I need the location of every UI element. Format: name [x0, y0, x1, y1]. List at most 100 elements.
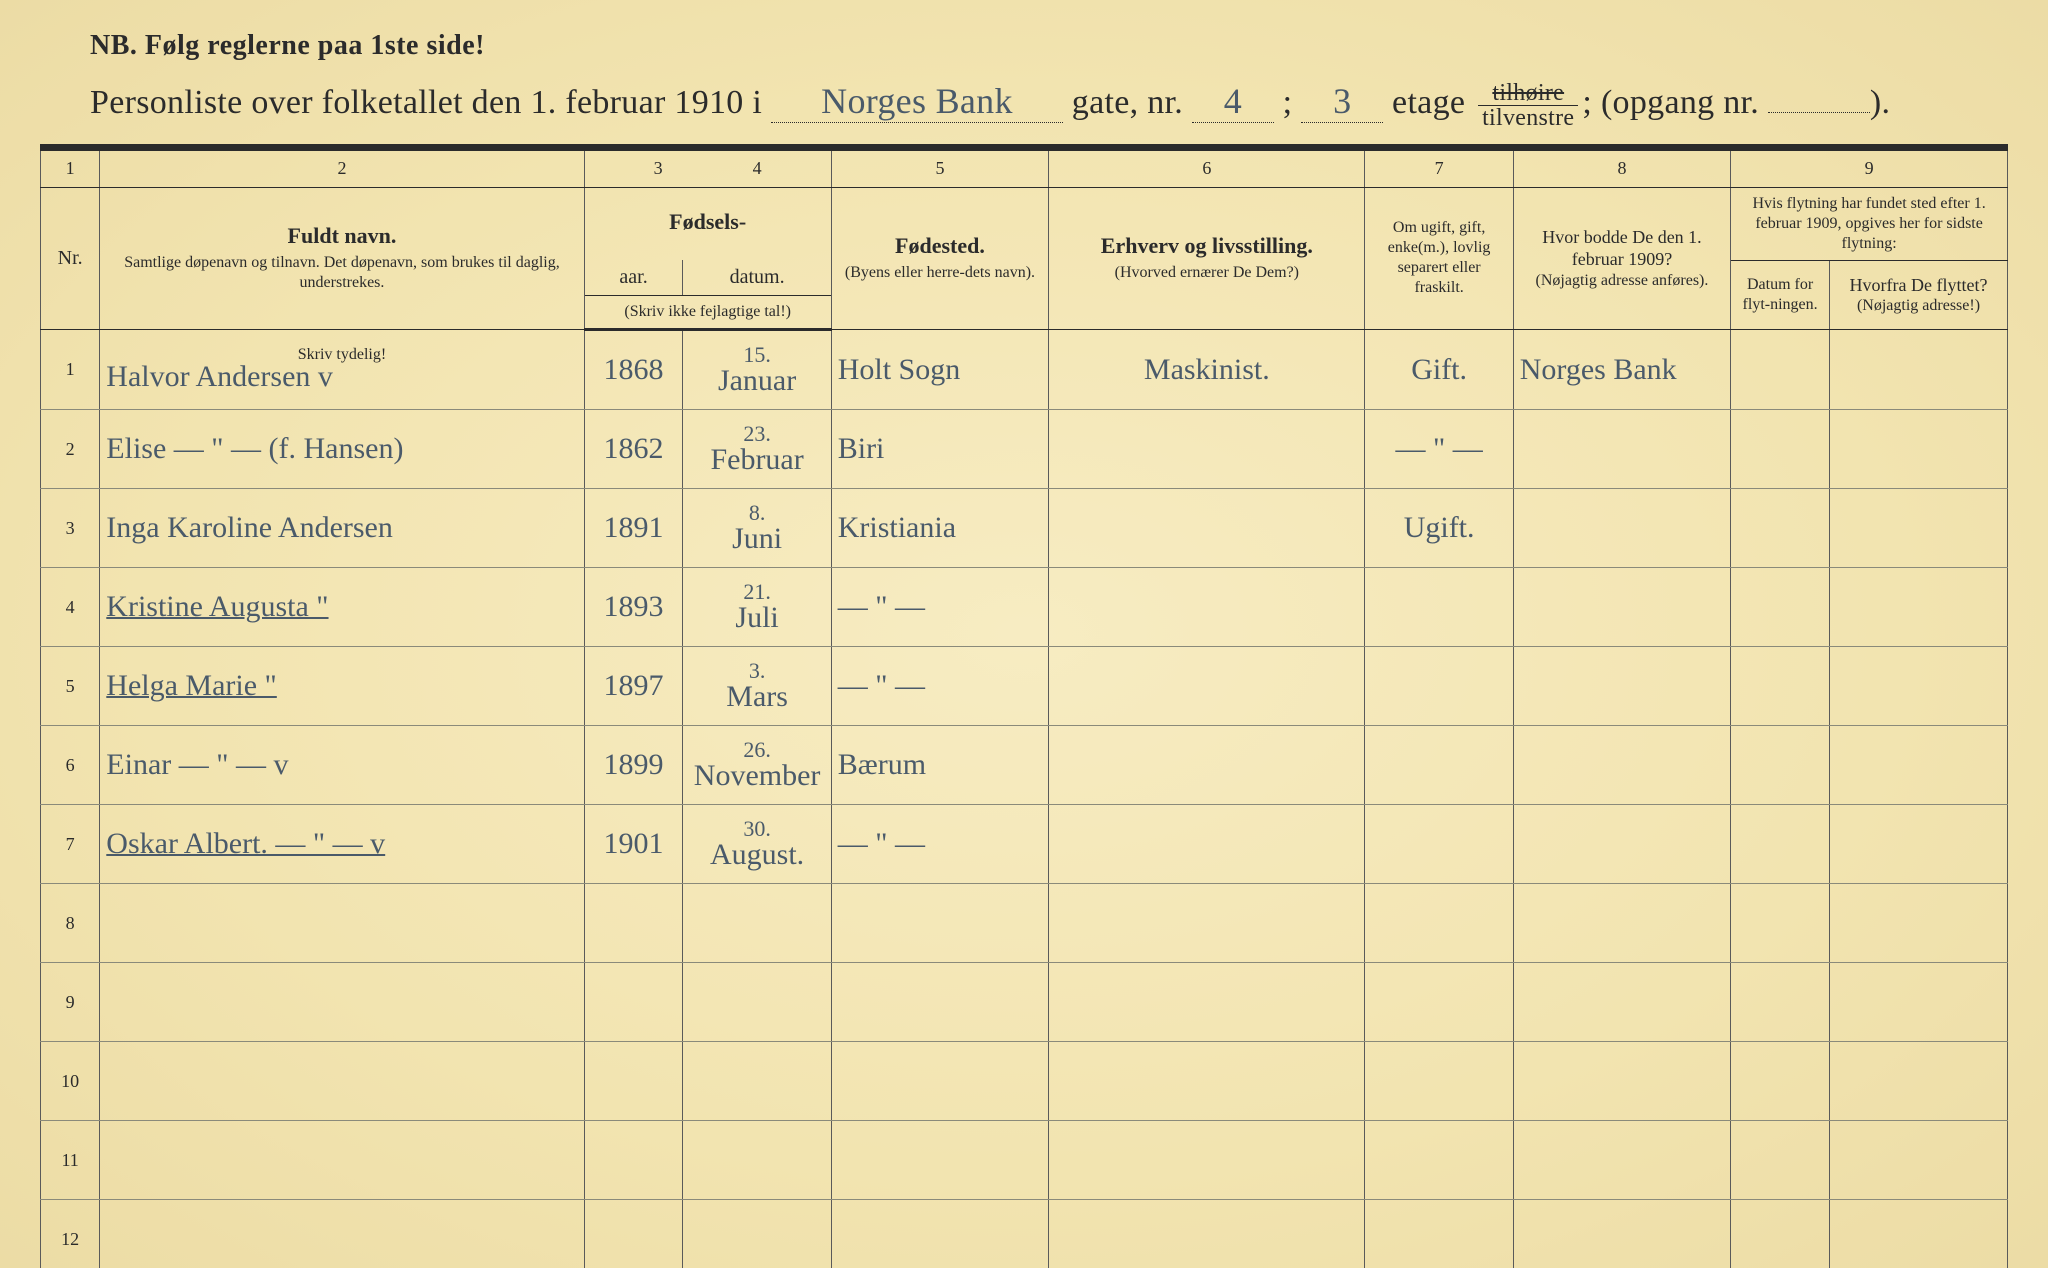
cell-birth-year [584, 963, 683, 1042]
cell-prev-addr [1513, 489, 1730, 568]
street-name-field: Norges Bank [771, 80, 1063, 123]
tilhoire-label: tilhøire [1478, 81, 1578, 106]
birth-day: 30. [689, 818, 824, 840]
name-text: Elise — " — (f. Hansen) [106, 432, 403, 465]
cell-occupation [1049, 410, 1365, 489]
birth-day: 15. [689, 344, 824, 366]
cell-birth-year [584, 884, 683, 963]
cell-move-from [1830, 805, 2008, 884]
table-row: 4Kristine Augusta "189321.Juli— " — [41, 568, 2008, 647]
birth-month: November [689, 761, 824, 791]
cell-birthplace: — " — [831, 805, 1048, 884]
colnum-1: 1 [41, 149, 100, 187]
cell-birth-date: 21.Juli [683, 568, 831, 647]
cell-prev-addr [1513, 1200, 1730, 1268]
cell-move-date [1731, 410, 1830, 489]
cell-prev-addr [1513, 963, 1730, 1042]
table-row: 10 [41, 1042, 2008, 1121]
colnum-3-4: 3 4 [584, 149, 831, 187]
cell-birthplace [831, 1121, 1048, 1200]
table-row: 3Inga Karoline Andersen18918.JuniKristia… [41, 489, 2008, 568]
table-body: 1Skriv tydelig!Halvor Andersen v186815.J… [41, 330, 2008, 1268]
cell-move-date [1731, 1200, 1830, 1268]
cell-move-from [1830, 1121, 2008, 1200]
cell-move-date [1731, 568, 1830, 647]
table-row: 1Skriv tydelig!Halvor Andersen v186815.J… [41, 330, 2008, 410]
cell-nr: 10 [41, 1042, 100, 1121]
hdr-move-group-text: Hvis flytning har fundet sted efter 1. f… [1739, 194, 1999, 254]
hdr-marital-text: Om ugift, gift, enke(m.), lovlig separer… [1373, 218, 1504, 298]
cell-birthplace: Kristiania [831, 489, 1048, 568]
name-text: Helga Marie " [106, 669, 277, 702]
nb-instruction: NB. Følg reglerne paa 1ste side! [90, 30, 2008, 62]
cell-birth-year: 1899 [584, 726, 683, 805]
table-row: 12 [41, 1200, 2008, 1268]
hdr-move-date-text: Datum for flyt-ningen. [1739, 275, 1821, 315]
side-fraction: tilhøire tilvenstre [1478, 81, 1578, 130]
cell-nr: 3 [41, 489, 100, 568]
cell-name [100, 1121, 584, 1200]
cell-name: Oskar Albert. — " — v [100, 805, 584, 884]
cell-birth-date: 3.Mars [683, 647, 831, 726]
name-text: Kristine Augusta " [106, 590, 328, 623]
hdr-prev-addr-main: Hvor bodde De den 1. februar 1909? [1522, 226, 1722, 271]
cell-marital: Gift. [1365, 330, 1513, 410]
cell-marital [1365, 726, 1513, 805]
colnum-7: 7 [1365, 149, 1513, 187]
cell-birth-year [584, 1121, 683, 1200]
cell-move-from [1830, 1042, 2008, 1121]
cell-move-from [1830, 330, 2008, 410]
opgang-label: (opgang nr. [1601, 84, 1759, 121]
table-row: 6Einar — " — v189926.NovemberBærum [41, 726, 2008, 805]
cell-nr: 2 [41, 410, 100, 489]
cell-move-date [1731, 330, 1830, 410]
hdr-birth-year: aar. [584, 260, 683, 296]
cell-birth-date [683, 963, 831, 1042]
cell-birth-year: 1868 [584, 330, 683, 410]
table-header: 1 2 3 4 5 6 7 8 9 Nr. Fuldt navn. Samtli… [41, 149, 2008, 330]
cell-move-date [1731, 647, 1830, 726]
hdr-prev-addr-sub: (Nøjagtig adresse anføres). [1522, 271, 1722, 291]
cell-birthplace [831, 1042, 1048, 1121]
cell-nr: 12 [41, 1200, 100, 1268]
cell-move-from [1830, 410, 2008, 489]
colnum-2: 2 [100, 149, 584, 187]
cell-move-date [1731, 1121, 1830, 1200]
title-prefix: Personliste over folketallet den 1. febr… [90, 84, 762, 121]
hdr-birth-group: Fødsels- [584, 187, 831, 260]
cell-prev-addr [1513, 568, 1730, 647]
hdr-move-from-main: Hvorfra De flyttet? [1838, 274, 1999, 297]
cell-marital: — " — [1365, 410, 1513, 489]
cell-prev-addr [1513, 647, 1730, 726]
cell-birthplace [831, 963, 1048, 1042]
cell-name: Einar — " — v [100, 726, 584, 805]
cell-move-from [1830, 489, 2008, 568]
cell-birthplace [831, 1200, 1048, 1268]
column-number-row: 1 2 3 4 5 6 7 8 9 [41, 149, 2008, 187]
cell-move-from [1830, 884, 2008, 963]
cell-prev-addr [1513, 805, 1730, 884]
cell-birth-year: 1862 [584, 410, 683, 489]
colnum-8: 8 [1513, 149, 1730, 187]
birth-day: 8. [689, 502, 824, 524]
cell-name: Kristine Augusta " [100, 568, 584, 647]
name-text: Halvor Andersen v [106, 360, 333, 393]
cell-nr: 6 [41, 726, 100, 805]
cell-birth-date [683, 1121, 831, 1200]
cell-name [100, 1200, 584, 1268]
cell-nr: 5 [41, 647, 100, 726]
cell-birthplace: — " — [831, 568, 1048, 647]
cell-prev-addr [1513, 410, 1730, 489]
colnum-5: 5 [831, 149, 1048, 187]
cell-birth-date [683, 884, 831, 963]
colnum-9: 9 [1731, 149, 2008, 187]
birth-day: 3. [689, 660, 824, 682]
table-row: 11 [41, 1121, 2008, 1200]
hdr-birth-group-label: Fødsels- [593, 209, 823, 235]
cell-name [100, 963, 584, 1042]
birth-month: Juni [689, 524, 824, 554]
birth-day: 21. [689, 581, 824, 603]
cell-marital [1365, 963, 1513, 1042]
table-row: 5Helga Marie "18973.Mars— " — [41, 647, 2008, 726]
cell-birthplace [831, 884, 1048, 963]
